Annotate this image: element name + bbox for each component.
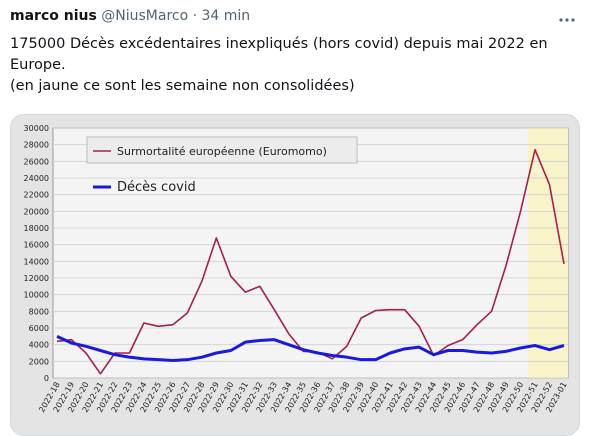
y-tick-label: 0 <box>44 374 49 383</box>
legend-label: Surmortalité européenne (Euromomo) <box>117 145 327 158</box>
author-handle[interactable]: @NiusMarco <box>101 8 189 24</box>
legend-label: Décès covid <box>117 180 196 195</box>
more-icon[interactable] <box>556 10 578 30</box>
text-line: 175000 Décès excédentaires inexpliqués (… <box>10 36 548 73</box>
y-tick-label: 26000 <box>24 157 49 166</box>
y-tick-label: 8000 <box>29 307 49 316</box>
y-tick-label: 24000 <box>24 174 49 183</box>
y-tick-label: 2000 <box>29 357 49 366</box>
y-tick-label: 16000 <box>24 241 49 250</box>
y-tick-label: 10000 <box>24 291 49 300</box>
y-tick-label: 12000 <box>24 274 49 283</box>
separator: · <box>192 8 198 24</box>
plot-area <box>52 127 569 379</box>
legend-box <box>86 136 358 164</box>
y-tick-label: 6000 <box>29 324 49 333</box>
y-tick-label: 4000 <box>29 341 49 350</box>
text-line: (en jaune ce sont les semaine non consol… <box>10 78 355 94</box>
chart: 0 2000 4000 6000 8000 10000 12000 14000 16000 180… <box>24 124 569 414</box>
tweet-text: 175000 Décès excédentaires inexpliqués (… <box>10 34 580 97</box>
page: marco nius @NiusMarco · 34 min 175000 Dé… <box>10 8 580 436</box>
series-line <box>56 334 565 362</box>
tweet-header: marco nius @NiusMarco · 34 min <box>10 8 250 24</box>
y-tick-label: 22000 <box>24 191 49 200</box>
author-name[interactable]: marco nius <box>10 8 97 24</box>
time[interactable]: 34 min <box>201 8 251 24</box>
y-tick-label: 28000 <box>24 141 49 150</box>
y-tick-label: 14000 <box>24 257 49 266</box>
media[interactable]: 0 2000 4000 6000 8000 10000 12000 14000 16000 180… <box>10 114 580 436</box>
y-tick-label: 20000 <box>24 207 49 216</box>
y-tick-label: 18000 <box>24 224 49 233</box>
y-tick-label: 30000 <box>24 124 49 133</box>
